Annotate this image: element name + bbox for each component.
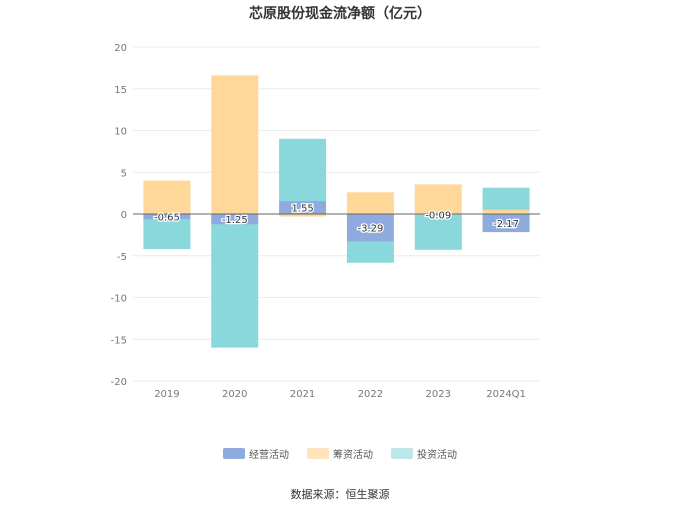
x-tick-label: 2022 bbox=[358, 389, 383, 400]
x-axis-ticks: 2019 2020 2021 2022 2023 2024Q1 bbox=[154, 389, 526, 400]
bar-筹资活动-2023 bbox=[414, 184, 462, 214]
data-label-2020: -1.25 bbox=[222, 215, 248, 226]
y-tick-label: 5 bbox=[121, 168, 127, 179]
x-tick-label: 2024Q1 bbox=[486, 389, 526, 400]
y-tick-label: 20 bbox=[114, 43, 127, 54]
legend-label: 筹资活动 bbox=[333, 450, 373, 461]
bar-筹资活动-2019 bbox=[143, 180, 191, 214]
bar-投资活动-2020 bbox=[211, 224, 259, 348]
bar-投资活动-2022 bbox=[346, 241, 394, 263]
data-label-2023: -0.09 bbox=[425, 210, 451, 221]
bar-经营活动-2019 bbox=[143, 214, 191, 220]
y-tick-label: 15 bbox=[114, 85, 127, 96]
legend-swatch bbox=[307, 448, 329, 459]
bar-经营活动-2021 bbox=[279, 201, 327, 214]
bar-投资活动-2023 bbox=[414, 214, 462, 250]
bar-经营活动-2022 bbox=[346, 214, 394, 242]
y-tick-label: -20 bbox=[111, 377, 127, 388]
legend-item-1[interactable]: 筹资活动 bbox=[307, 446, 373, 461]
legend-swatch bbox=[223, 448, 245, 459]
bar-筹资活动-2024Q1 bbox=[482, 209, 530, 214]
bar-筹资活动-2021 bbox=[279, 214, 327, 217]
y-tick-label: -15 bbox=[111, 335, 127, 346]
legend: 经营活动 筹资活动 投资活动 bbox=[0, 446, 680, 461]
bars bbox=[143, 75, 530, 348]
legend-item-2[interactable]: 投资活动 bbox=[391, 446, 457, 461]
legend-label: 投资活动 bbox=[417, 450, 457, 461]
data-label-2021: 1.55 bbox=[291, 204, 313, 215]
y-tick-label: 0 bbox=[121, 210, 127, 221]
x-tick-label: 2021 bbox=[290, 389, 315, 400]
bar-筹资活动-2022 bbox=[346, 192, 394, 214]
source-note: 数据来源：恒生聚源 bbox=[290, 488, 390, 501]
legend-item-0[interactable]: 经营活动 bbox=[223, 446, 289, 461]
y-tick-label: 10 bbox=[114, 127, 127, 138]
bar-经营活动-2020 bbox=[211, 214, 259, 225]
y-tick-label: -5 bbox=[117, 252, 127, 263]
bar-投资活动-2019 bbox=[143, 219, 191, 250]
x-tick-label: 2019 bbox=[154, 389, 179, 400]
bar-筹资活动-2020 bbox=[211, 75, 259, 214]
y-tick-label: -10 bbox=[111, 294, 127, 305]
data-label-2019: -0.65 bbox=[154, 213, 180, 224]
legend-swatch bbox=[391, 448, 413, 459]
data-labels: -0.65 -1.25 1.55 -3.29 -0.09 -2.17 bbox=[153, 202, 521, 236]
bar-经营活动-2024Q1 bbox=[482, 214, 530, 233]
data-label-2024Q1: -2.17 bbox=[493, 219, 519, 230]
data-label-2022: -3.29 bbox=[357, 224, 383, 235]
x-tick-label: 2020 bbox=[222, 389, 247, 400]
chart-title: 芯原股份现金流净额（亿元） bbox=[249, 6, 431, 22]
bar-投资活动-2021 bbox=[279, 138, 327, 202]
y-axis-ticks: 20 15 10 5 0 -5 -10 -15 -20 bbox=[111, 43, 127, 388]
bar-投资活动-2024Q1 bbox=[482, 187, 530, 210]
x-tick-label: 2023 bbox=[426, 389, 451, 400]
legend-label: 经营活动 bbox=[249, 450, 289, 461]
